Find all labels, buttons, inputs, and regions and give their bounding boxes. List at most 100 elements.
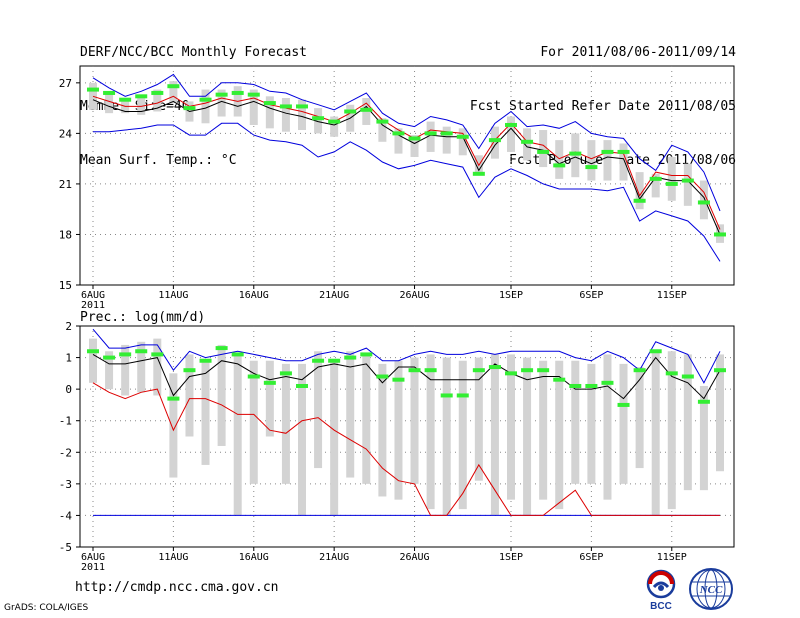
prec-median-marker xyxy=(601,380,614,385)
prec-spread-box xyxy=(635,367,644,469)
temp-median-marker xyxy=(376,119,389,124)
forecast-period: For 2011/08/06-2011/09/14 xyxy=(540,45,736,60)
temp-spread-box xyxy=(298,99,306,131)
prec-median-marker xyxy=(215,346,228,351)
temp-xtick-label: 6SEP xyxy=(579,290,603,301)
prec-median-marker xyxy=(360,352,373,357)
temp-median-marker xyxy=(633,198,646,203)
prec-median-marker xyxy=(440,393,453,398)
temp-spread-box xyxy=(105,91,114,114)
temp-median-marker xyxy=(505,122,517,127)
prec-median-marker xyxy=(263,380,276,385)
prec-median-marker xyxy=(344,355,357,360)
temp-spread-box xyxy=(378,118,387,142)
grads-credit: GrADS: COLA/IGES xyxy=(4,603,89,613)
prec-ytick-label: 1 xyxy=(65,352,72,365)
prec-spread-box xyxy=(346,351,355,478)
temp-median-marker xyxy=(424,131,437,136)
prec-spread-box xyxy=(619,363,628,484)
prec-median-marker xyxy=(697,399,710,404)
prec-median-marker xyxy=(279,371,292,376)
prec-xtick-label: 1SEP xyxy=(499,552,523,563)
temp-mean-line xyxy=(92,99,721,235)
temp-spread-box xyxy=(555,140,564,179)
prec-ytick-label: -1 xyxy=(59,415,72,428)
source-url[interactable]: http://cmdp.ncc.cma.gov.cn xyxy=(75,580,279,595)
temp-median-marker xyxy=(456,134,469,139)
prec-ytick-label: -4 xyxy=(59,509,73,522)
temp-spread-box xyxy=(458,128,467,156)
prec-spread-box xyxy=(442,357,451,516)
temp-median-marker xyxy=(697,200,710,205)
prec-spread-box xyxy=(201,360,210,465)
temp-spread-box xyxy=(490,126,499,159)
prec-spread-box xyxy=(603,354,612,500)
temp-median-marker xyxy=(472,171,485,176)
temp-spread-box xyxy=(281,98,290,132)
temp-median-marker xyxy=(231,90,244,95)
prec-spread-box xyxy=(137,341,146,393)
temp-median-marker xyxy=(392,131,405,136)
prec-median-marker xyxy=(167,396,180,401)
prec-spread-box xyxy=(362,354,371,484)
prec-spread-box xyxy=(249,360,258,484)
prec-spread-box xyxy=(105,351,114,390)
prec-spread-box xyxy=(265,360,274,437)
prec-spread-box xyxy=(378,363,387,497)
temp-spread-box xyxy=(153,89,162,112)
temp-ytick-label: 18 xyxy=(59,228,72,241)
temp-spread-box xyxy=(265,96,274,129)
prec-spread-box xyxy=(426,354,435,510)
prec-median-marker xyxy=(649,349,662,354)
temp-median-marker xyxy=(601,149,614,154)
prec-median-marker xyxy=(328,358,341,363)
temp-spread-box xyxy=(635,172,644,210)
prec-spread-box xyxy=(571,360,580,484)
ncc-logo: NCC xyxy=(689,568,733,610)
temp-obs-line xyxy=(92,95,721,230)
prec-max-line xyxy=(92,328,721,384)
bcc-logo-text: BCC xyxy=(650,601,672,611)
prec-ytick-label: -5 xyxy=(59,541,72,554)
prec-spread-box xyxy=(683,354,692,491)
temp-spread-box xyxy=(667,156,676,201)
temp-spread-box xyxy=(699,180,708,220)
prec-xtick-label: 21AUG xyxy=(319,552,349,563)
prec-spread-box xyxy=(121,344,130,396)
temp-median-marker xyxy=(119,97,132,102)
prec-panel-title: Prec.: log(mm/d) xyxy=(80,310,205,325)
temp-spread-box xyxy=(683,163,692,206)
temp-median-marker xyxy=(247,92,260,97)
temp-xtick-sublabel: 2011 xyxy=(81,300,105,311)
temp-spread-box xyxy=(507,116,515,152)
temp-spread-box xyxy=(169,81,178,104)
temp-median-marker xyxy=(521,139,534,144)
temp-median-marker xyxy=(537,149,550,154)
prec-frame xyxy=(79,325,735,548)
prec-median-marker xyxy=(681,374,694,379)
temp-xtick-label: 6AUG xyxy=(81,290,105,301)
temp-median-marker xyxy=(135,94,148,99)
temp-spread-box xyxy=(619,143,628,181)
prec-spread-box xyxy=(458,360,467,510)
prec-median-marker xyxy=(456,393,469,398)
temp-spread-box xyxy=(314,108,323,134)
prec-spread-box xyxy=(587,363,596,484)
prec-median-marker xyxy=(569,383,582,388)
temp-median-marker xyxy=(360,107,373,112)
prec-median-marker xyxy=(87,349,99,354)
temp-median-marker xyxy=(488,138,501,143)
prec-xtick-label: 6AUG xyxy=(81,552,105,563)
temp-median-marker xyxy=(167,84,180,89)
prec-median-marker xyxy=(199,358,212,363)
temp-xtick-label: 21AUG xyxy=(319,290,349,301)
temp-spread-box xyxy=(603,140,612,181)
temp-frame xyxy=(79,65,735,286)
temp-xtick-label: 26AUG xyxy=(399,290,429,301)
prec-median-marker xyxy=(585,383,598,388)
prec-xtick-sublabel: 2011 xyxy=(81,562,105,573)
prec-ytick-label: -2 xyxy=(59,446,72,459)
